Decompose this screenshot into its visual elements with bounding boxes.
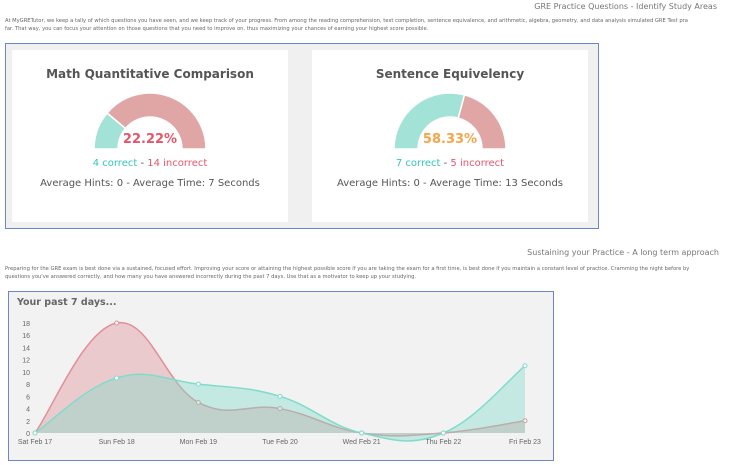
incorrect-point[interactable]: [195, 399, 201, 405]
gauge-incorrect-segment: [457, 93, 507, 150]
chart-title: Your past 7 days...: [17, 297, 117, 308]
gauge-incorrect-segment: [106, 92, 207, 150]
incorrect-point[interactable]: [522, 418, 528, 424]
x-tick-label: Thu Feb 22: [425, 439, 461, 446]
study-areas-panel: Math Quantitative Comparison 22.22% 4 co…: [5, 43, 599, 229]
y-tick-label: 16: [22, 333, 30, 340]
y-tick-label: 8: [26, 382, 30, 389]
card-title: Math Quantitative Comparison: [46, 67, 254, 81]
x-tick-label: Wed Feb 21: [343, 439, 381, 446]
incorrect-point[interactable]: [277, 406, 283, 412]
correct-count: 7 correct: [395, 158, 441, 169]
y-tick-label: 14: [22, 345, 30, 352]
category-card-sentence: Sentence Equivelency 58.33% 7 correct - …: [312, 50, 588, 222]
card-title: Sentence Equivelency: [375, 67, 525, 81]
y-tick-label: 18: [22, 321, 30, 328]
y-tick-label: 2: [26, 419, 30, 426]
correct-point[interactable]: [277, 393, 283, 399]
area-chart: 0 2 4 6 8 10 12 14 16 18 Sat Feb 17 Sun Feb 18 Mon F…: [18, 320, 541, 446]
separator: -: [440, 158, 451, 169]
x-tick-label: Sat Feb 17: [18, 439, 52, 446]
correct-point[interactable]: [440, 430, 446, 436]
intro-paragraph-line: At MyGRETutor, we keep a tally of which …: [5, 18, 688, 24]
y-tick-label: 12: [22, 358, 30, 365]
y-tick-label: 10: [22, 370, 30, 377]
correct-point[interactable]: [114, 375, 120, 381]
practice-paragraph-line: Preparing for the GRE exam is best done …: [5, 266, 690, 272]
x-tick-label: Mon Feb 19: [180, 439, 217, 446]
gauge-percent: 58.33%: [423, 132, 477, 147]
x-tick-label: Tue Feb 20: [262, 439, 298, 446]
practice-paragraph-line: questions you've answered correctly, and…: [5, 274, 417, 280]
x-tick-label: Sun Feb 18: [99, 439, 135, 446]
incorrect-count: 14 incorrect: [147, 158, 208, 169]
correct-count: 4 correct: [92, 158, 138, 169]
past-7-days-panel: 0 2 4 6 8 10 12 14 16 18 Sat Feb 17 Sun Feb 18 Mon F…: [8, 291, 554, 461]
incorrect-count: 5 incorrect: [450, 158, 505, 169]
y-tick-label: 0: [26, 431, 30, 438]
x-tick-label: Fri Feb 23: [509, 439, 541, 446]
category-card-math: Math Quantitative Comparison 22.22% 4 co…: [12, 50, 288, 222]
y-tick-label: 6: [26, 394, 30, 401]
correct-point[interactable]: [32, 430, 38, 436]
correct-point[interactable]: [522, 363, 528, 369]
gauge-percent: 22.22%: [123, 132, 177, 147]
incorrect-area: [35, 322, 525, 436]
gauge-chart: 22.22%: [93, 92, 207, 150]
correct-point[interactable]: [359, 430, 365, 436]
y-tick-label: 4: [26, 407, 30, 414]
average-stats: Average Hints: 0 - Average Time: 7 Secon…: [40, 178, 260, 189]
correct-area: [35, 365, 525, 441]
separator: -: [137, 158, 148, 169]
gauge-chart: 58.33%: [393, 92, 507, 150]
incorrect-point[interactable]: [114, 320, 120, 326]
average-stats: Average Hints: 0 - Average Time: 13 Seco…: [336, 178, 564, 189]
section-heading-sustaining: Sustaining your Practice - A long term a…: [527, 248, 719, 257]
intro-paragraph-line: far. That way, you can focus your attent…: [5, 26, 429, 32]
correct-point[interactable]: [195, 381, 201, 387]
section-heading-study-areas: GRE Practice Questions - Identify Study …: [534, 2, 717, 11]
